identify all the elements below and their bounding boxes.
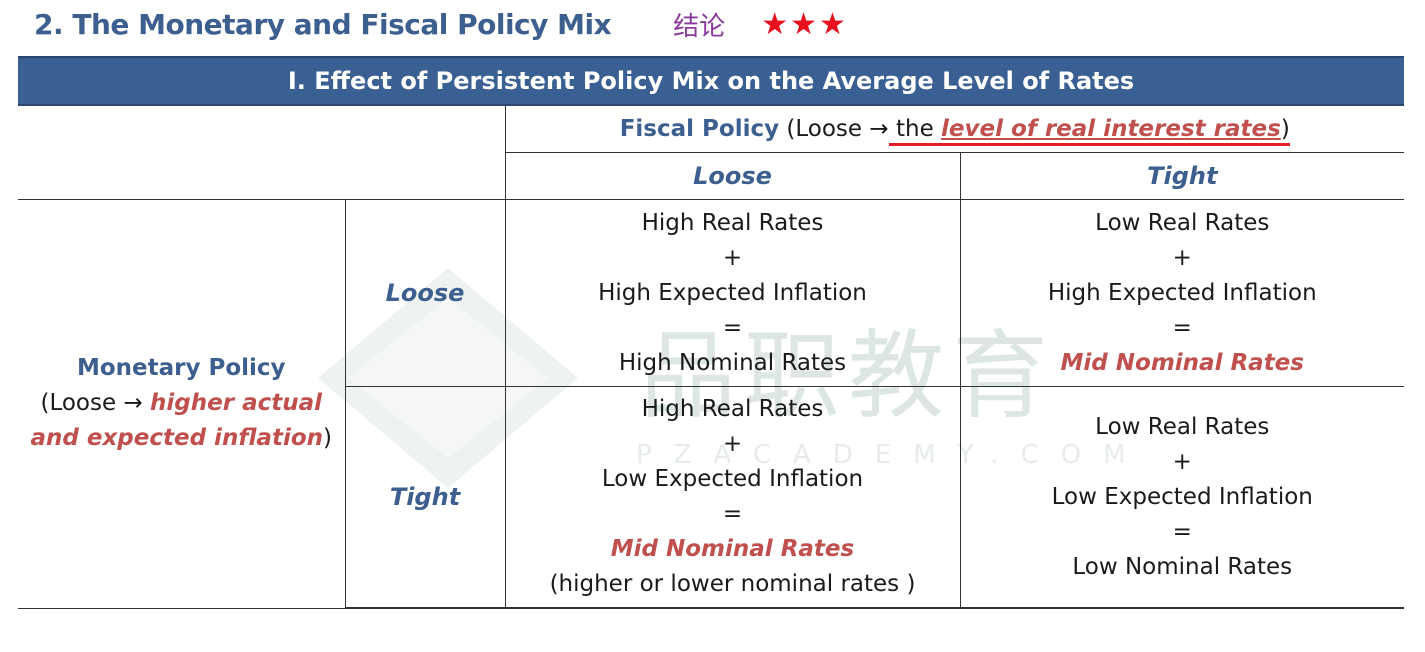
monetary-policy-open: (Loose (40, 390, 124, 417)
page-title: 2. The Monetary and Fiscal Policy Mix (34, 7, 612, 41)
monetary-policy-close: ) (323, 425, 332, 452)
conclusion-label: 结论 (673, 11, 726, 42)
policy-mix-table: I. Effect of Persistent Policy Mix on th… (18, 56, 1405, 609)
table-banner: I. Effect of Persistent Policy Mix on th… (18, 56, 1405, 106)
column-header-loose: Loose (504, 152, 960, 200)
slide-header: 2. The Monetary and Fiscal Policy Mix 结论… (34, 4, 848, 44)
cell-loose-tight: Low Real Rates + High Expected Inflation… (959, 199, 1405, 387)
cell-loose-loose: High Real Rates + High Expected Inflatio… (504, 199, 960, 387)
monetary-policy-header: Monetary Policy (Loose → higher actual a… (18, 199, 345, 609)
monetary-policy-label: Monetary Policy (76, 355, 286, 382)
fiscal-policy-the: the (888, 116, 942, 142)
arrow-right-icon: → (869, 116, 889, 142)
fiscal-policy-header: Fiscal Policy (Loose → the level of real… (504, 105, 1405, 153)
row-header-tight: Tight (344, 386, 505, 609)
cell-tight-loose: High Real Rates + Low Expected Inflation… (504, 386, 960, 609)
fiscal-policy-effect: level of real interest rates (941, 116, 1281, 142)
arrow-right-icon: → (123, 390, 143, 417)
fiscal-policy-close: ) (1280, 116, 1290, 142)
fiscal-policy-label: Fiscal Policy (619, 116, 780, 142)
column-header-tight: Tight (959, 152, 1405, 200)
row-header-loose: Loose (344, 199, 505, 387)
importance-stars: ★★★ (761, 6, 848, 42)
monetary-effect-line1: higher actual (150, 390, 323, 417)
fiscal-policy-open: (Loose (779, 116, 870, 142)
monetary-effect-line2: and expected inflation (30, 425, 324, 452)
empty-corner-cell (18, 105, 505, 200)
cell-tight-tight: Low Real Rates + Low Expected Inflation … (959, 386, 1405, 609)
